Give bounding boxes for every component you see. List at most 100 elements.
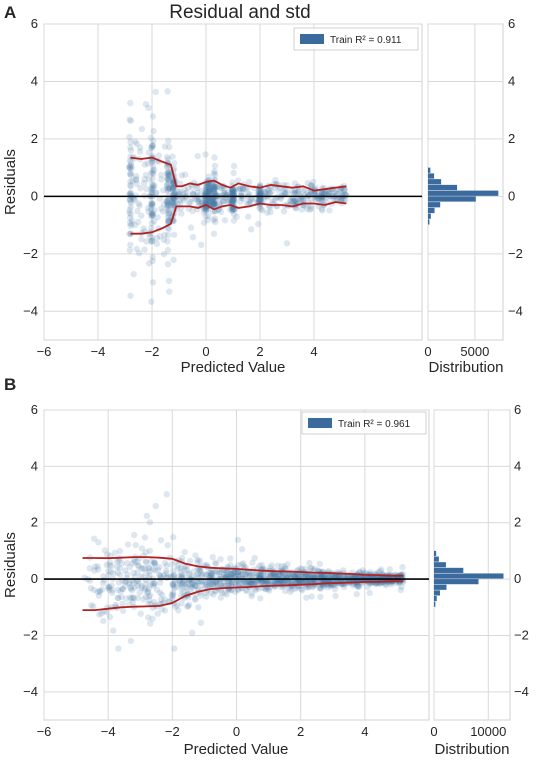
legend-label: Train R² = 0.961 (338, 419, 411, 430)
scatter-point (225, 197, 233, 205)
scatter-point (136, 250, 143, 257)
scatter-point (151, 559, 158, 566)
scatter-point (206, 582, 213, 589)
scatter-point (227, 578, 234, 586)
scatter-point (139, 565, 146, 572)
scatter-point (228, 570, 235, 578)
scatter-point (298, 571, 305, 579)
scatter-point (203, 571, 210, 578)
scatter-point (127, 222, 134, 229)
scatter-point (295, 189, 302, 196)
legend-label: Train R² = 0.911 (330, 35, 402, 46)
scatter-point (227, 561, 234, 569)
scatter-point (355, 583, 362, 590)
scatter-point (145, 614, 152, 621)
scatter-point (321, 572, 328, 579)
scatter-point (325, 190, 332, 197)
scatter-point (203, 198, 211, 206)
scatter-point (266, 189, 273, 196)
scatter-point (138, 545, 146, 552)
histogram-bar (434, 584, 447, 590)
scatter-point (164, 175, 171, 182)
scatter-point (287, 579, 294, 586)
scatter-point (178, 580, 185, 587)
x-tick-label: −2 (145, 344, 160, 359)
scatter-point (213, 578, 220, 586)
scatter-point (147, 134, 155, 141)
scatter-point (229, 179, 236, 186)
scatter-point (198, 198, 205, 205)
scatter-point (103, 561, 110, 568)
scatter-point (242, 578, 249, 585)
scatter-point (127, 182, 134, 189)
scatter-point (194, 570, 201, 578)
scatter-point (203, 188, 210, 196)
scatter-point (181, 566, 188, 574)
scatter-point (332, 573, 339, 580)
scatter-point (130, 569, 137, 577)
scatter-point (164, 238, 171, 245)
scatter-point (126, 190, 133, 197)
scatter-point (148, 169, 155, 177)
scatter-point (272, 572, 280, 580)
scatter-point (164, 199, 171, 206)
scatter-point (248, 579, 255, 586)
scatter-point (264, 571, 271, 578)
scatter-point (220, 189, 227, 196)
scatter-point (166, 177, 173, 184)
scatter-point (206, 189, 213, 196)
scatter-point (197, 570, 204, 577)
scatter-point (144, 160, 151, 167)
scatter-point (166, 288, 173, 295)
scatter-point (106, 562, 113, 569)
scatter-point (235, 186, 242, 193)
scatter-point (301, 572, 308, 580)
scatter-point (198, 187, 205, 195)
scatter-point (230, 196, 238, 203)
scatter-point (240, 186, 247, 193)
scatter-point (131, 221, 139, 229)
scatter-point (123, 575, 130, 582)
scatter-point (169, 580, 176, 587)
scatter-point (136, 589, 143, 596)
right-y-tick-label: −4 (508, 303, 523, 318)
scatter-point (204, 198, 212, 205)
scatter-point (149, 141, 156, 149)
scatter-point (217, 594, 224, 601)
scatter-point (148, 186, 155, 193)
scatter-point (140, 596, 147, 603)
scatter-point (319, 190, 326, 197)
scatter-point (318, 205, 325, 213)
scatter-point (129, 560, 136, 567)
scatter-point (267, 573, 275, 580)
scatter-point (140, 225, 147, 232)
scatter-point (333, 196, 341, 203)
scatter-point (189, 629, 196, 636)
scatter-point (249, 580, 256, 587)
scatter-point (163, 570, 170, 577)
scatter-point (149, 257, 156, 265)
scatter-point (252, 578, 259, 585)
scatter-point (149, 580, 156, 588)
scatter-point (114, 569, 122, 576)
scatter-point (107, 568, 115, 576)
scatter-point (255, 195, 263, 203)
scatter-point (136, 144, 144, 151)
scatter-point (95, 592, 103, 599)
scatter-point (205, 182, 212, 189)
scatter-point (171, 160, 178, 167)
scatter-point (304, 572, 311, 579)
scatter-point (242, 571, 249, 578)
scatter-point (223, 573, 231, 580)
scatter-point (149, 175, 156, 182)
scatter-point (94, 563, 101, 570)
scatter-point (205, 173, 212, 180)
scatter-point (200, 209, 208, 216)
scatter-point (239, 185, 246, 192)
scatter-point (108, 582, 115, 589)
scatter-point (165, 195, 172, 203)
scatter-point (90, 586, 98, 594)
scatter-point (312, 184, 319, 191)
scatter-point (175, 188, 182, 195)
scatter-point (148, 144, 155, 151)
